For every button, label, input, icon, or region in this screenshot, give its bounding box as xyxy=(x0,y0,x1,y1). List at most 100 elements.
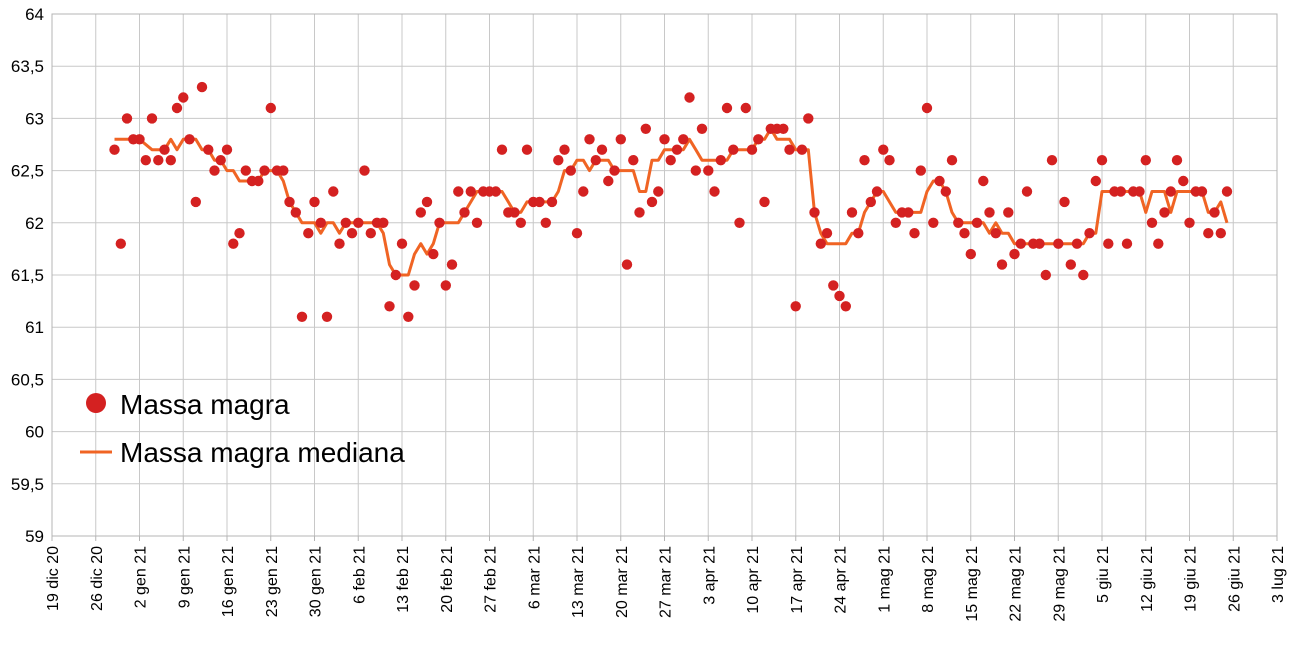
data-point xyxy=(303,228,314,239)
x-tick-label: 23 gen 21 xyxy=(264,546,281,617)
legend-label-massa-magra-mediana: Massa magra mediana xyxy=(120,437,405,468)
data-point xyxy=(696,123,708,134)
data-point xyxy=(571,228,583,239)
x-tick-label: 13 mar 21 xyxy=(570,546,587,618)
data-point xyxy=(353,217,364,228)
data-point xyxy=(815,238,826,249)
data-point xyxy=(490,186,501,197)
x-tick-label: 12 giu 21 xyxy=(1139,546,1156,612)
data-point xyxy=(809,207,820,218)
data-point xyxy=(184,134,195,145)
data-point xyxy=(834,290,845,302)
data-point xyxy=(509,207,520,218)
data-point xyxy=(253,175,264,187)
data-point xyxy=(684,92,695,103)
data-point xyxy=(540,217,551,228)
x-tick-label: 30 gen 21 xyxy=(308,546,325,617)
data-point xyxy=(378,217,389,228)
data-point xyxy=(840,301,851,312)
x-tick-label: 17 apr 21 xyxy=(789,546,806,614)
data-point xyxy=(1178,175,1189,187)
x-tick-label: 22 mag 21 xyxy=(1008,546,1025,622)
x-tick-label: 2 gen 21 xyxy=(133,546,150,608)
data-point xyxy=(1003,207,1014,218)
data-point xyxy=(784,144,795,155)
data-point xyxy=(1121,238,1133,249)
x-tick-label: 3 lug 21 xyxy=(1270,546,1287,603)
data-point xyxy=(1209,207,1220,218)
data-point xyxy=(534,196,545,208)
y-tick-label: 63 xyxy=(25,109,44,128)
y-tick-label: 61 xyxy=(25,318,44,337)
data-point xyxy=(1084,228,1095,239)
data-point xyxy=(146,113,158,124)
y-tick-label: 59,5 xyxy=(11,475,44,494)
data-point xyxy=(471,217,483,228)
data-point xyxy=(903,207,914,218)
data-point xyxy=(546,196,558,208)
data-point xyxy=(728,144,739,155)
data-point xyxy=(759,196,770,208)
data-point xyxy=(1134,186,1145,197)
legend-marker-massa-magra xyxy=(86,393,106,413)
data-point xyxy=(990,228,1001,239)
data-point xyxy=(628,155,639,166)
x-tick-label: 10 apr 21 xyxy=(745,546,762,614)
x-tick-label: 26 dic 20 xyxy=(89,546,106,611)
data-point xyxy=(290,207,301,218)
x-tick-label: 5 giu 21 xyxy=(1095,546,1112,603)
data-point xyxy=(196,81,208,93)
x-tick-label: 27 feb 21 xyxy=(483,546,500,613)
data-point xyxy=(453,186,464,197)
data-point xyxy=(971,217,983,228)
data-point xyxy=(1034,238,1045,249)
x-tick-label: 3 apr 21 xyxy=(701,546,718,605)
data-point xyxy=(1159,207,1170,218)
data-point xyxy=(996,259,1008,270)
data-point xyxy=(871,186,883,197)
data-point xyxy=(865,196,876,208)
data-point xyxy=(921,102,933,114)
data-point xyxy=(259,165,270,176)
x-tick-label: 26 giu 21 xyxy=(1226,546,1243,612)
data-point xyxy=(853,228,864,239)
data-point xyxy=(209,165,220,176)
data-point xyxy=(746,144,758,155)
data-point xyxy=(959,228,970,239)
data-point xyxy=(928,217,939,228)
data-point xyxy=(1184,217,1195,228)
data-point xyxy=(1196,186,1208,197)
data-point xyxy=(603,175,614,187)
data-point xyxy=(1221,186,1233,197)
x-tick-label: 19 giu 21 xyxy=(1183,546,1200,612)
legend-entry-massa-magra: Massa magra xyxy=(86,389,290,420)
data-point xyxy=(796,144,808,155)
data-point xyxy=(421,196,433,208)
data-point xyxy=(640,123,651,134)
data-point xyxy=(609,165,620,176)
x-tick-label: 15 mag 21 xyxy=(964,546,981,622)
y-tick-label: 63,5 xyxy=(11,57,44,76)
data-point xyxy=(978,175,989,187)
data-point xyxy=(346,228,358,239)
data-point xyxy=(846,207,858,218)
data-point xyxy=(321,311,333,322)
data-point xyxy=(559,144,570,155)
data-point xyxy=(946,155,958,166)
y-tick-label: 62 xyxy=(25,214,44,233)
data-point xyxy=(646,196,658,208)
data-point xyxy=(653,186,664,197)
x-tick-label: 20 feb 21 xyxy=(439,546,456,613)
data-point xyxy=(1009,248,1020,260)
y-tick-label: 62,5 xyxy=(11,162,44,181)
data-point xyxy=(171,102,183,114)
data-point xyxy=(859,155,870,166)
data-point xyxy=(678,134,689,145)
x-tick-label: 9 gen 21 xyxy=(176,546,193,608)
data-point xyxy=(284,196,295,208)
data-point xyxy=(140,155,151,166)
data-point xyxy=(359,165,370,176)
data-point xyxy=(565,165,576,176)
data-point xyxy=(934,175,945,187)
